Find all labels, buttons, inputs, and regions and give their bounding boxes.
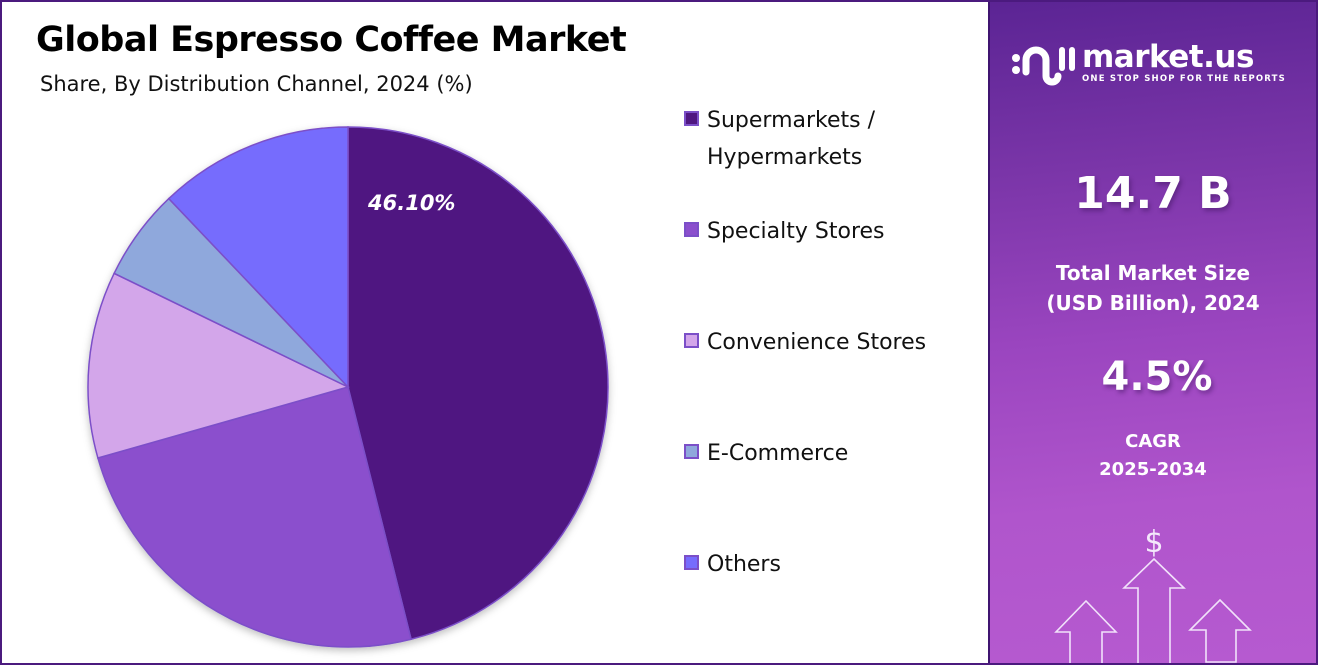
- slice-label-supermarkets: 46.10%: [367, 191, 455, 215]
- legend-label: Convenience Stores: [707, 330, 927, 355]
- legend-label: Specialty Stores: [707, 219, 885, 244]
- dollar-sign-icon: $: [1144, 525, 1163, 560]
- dollar-growth-arrows-icon: $: [1054, 525, 1252, 663]
- market-us-logo-icon: [1012, 46, 1075, 86]
- legend-item-specialty-stores: Specialty Stores: [684, 213, 885, 250]
- pie-slice-convenience-stores: [87, 272, 351, 459]
- chart-area: Global Espresso Coffee Market Share, By …: [2, 2, 988, 663]
- brand-tagline: ONE STOP SHOP FOR THE REPORTS: [1082, 74, 1286, 84]
- cagr-label-line2: 2025-2034: [1099, 459, 1207, 480]
- cagr-label: CAGR 2025-2034: [990, 428, 1316, 484]
- chart-title: Global Espresso Coffee Market: [36, 20, 627, 60]
- legend-swatch-e-commerce: [684, 444, 699, 459]
- legend-swatch-others: [684, 555, 699, 570]
- market-size-value: 14.7 B: [1074, 168, 1232, 219]
- market-size-label: Total Market Size (USD Billion), 2024: [990, 258, 1316, 318]
- cagr-value: 4.5%: [1101, 354, 1213, 400]
- summary-panel: market.us ONE STOP SHOP FOR THE REPORTS …: [988, 2, 1316, 663]
- legend-item-e-commerce: E-Commerce: [684, 435, 848, 472]
- market-size-label-line2: (USD Billion), 2024: [1046, 291, 1260, 315]
- legend-swatch-supermarkets: [684, 111, 699, 126]
- pie-chart: 46.10%: [87, 126, 609, 648]
- legend-label: Supermarkets /: [707, 108, 876, 133]
- cagr-label-line1: CAGR: [1125, 431, 1181, 452]
- market-size-label-line1: Total Market Size: [1055, 261, 1251, 285]
- legend-swatch-convenience-stores: [684, 333, 699, 348]
- legend-item-others: Others: [684, 546, 781, 583]
- pie-slice-others: [167, 126, 349, 389]
- pie-slice-specialty-stores: [96, 386, 412, 648]
- legend-swatch-specialty-stores: [684, 222, 699, 237]
- legend-label-line2: Hypermarkets: [707, 145, 863, 170]
- legend-label: Others: [707, 552, 781, 577]
- brand-logo: market.us ONE STOP SHOP FOR THE REPORTS: [1010, 38, 1286, 88]
- legend-label: E-Commerce: [707, 441, 849, 466]
- chart-subtitle: Share, By Distribution Channel, 2024 (%): [40, 72, 473, 96]
- legend-item-convenience-stores: Convenience Stores: [684, 324, 926, 361]
- pie-slice-supermarkets: [347, 126, 609, 641]
- legend-item-supermarkets: Supermarkets / Hypermarkets: [684, 102, 875, 176]
- brand-name: market.us: [1082, 39, 1254, 75]
